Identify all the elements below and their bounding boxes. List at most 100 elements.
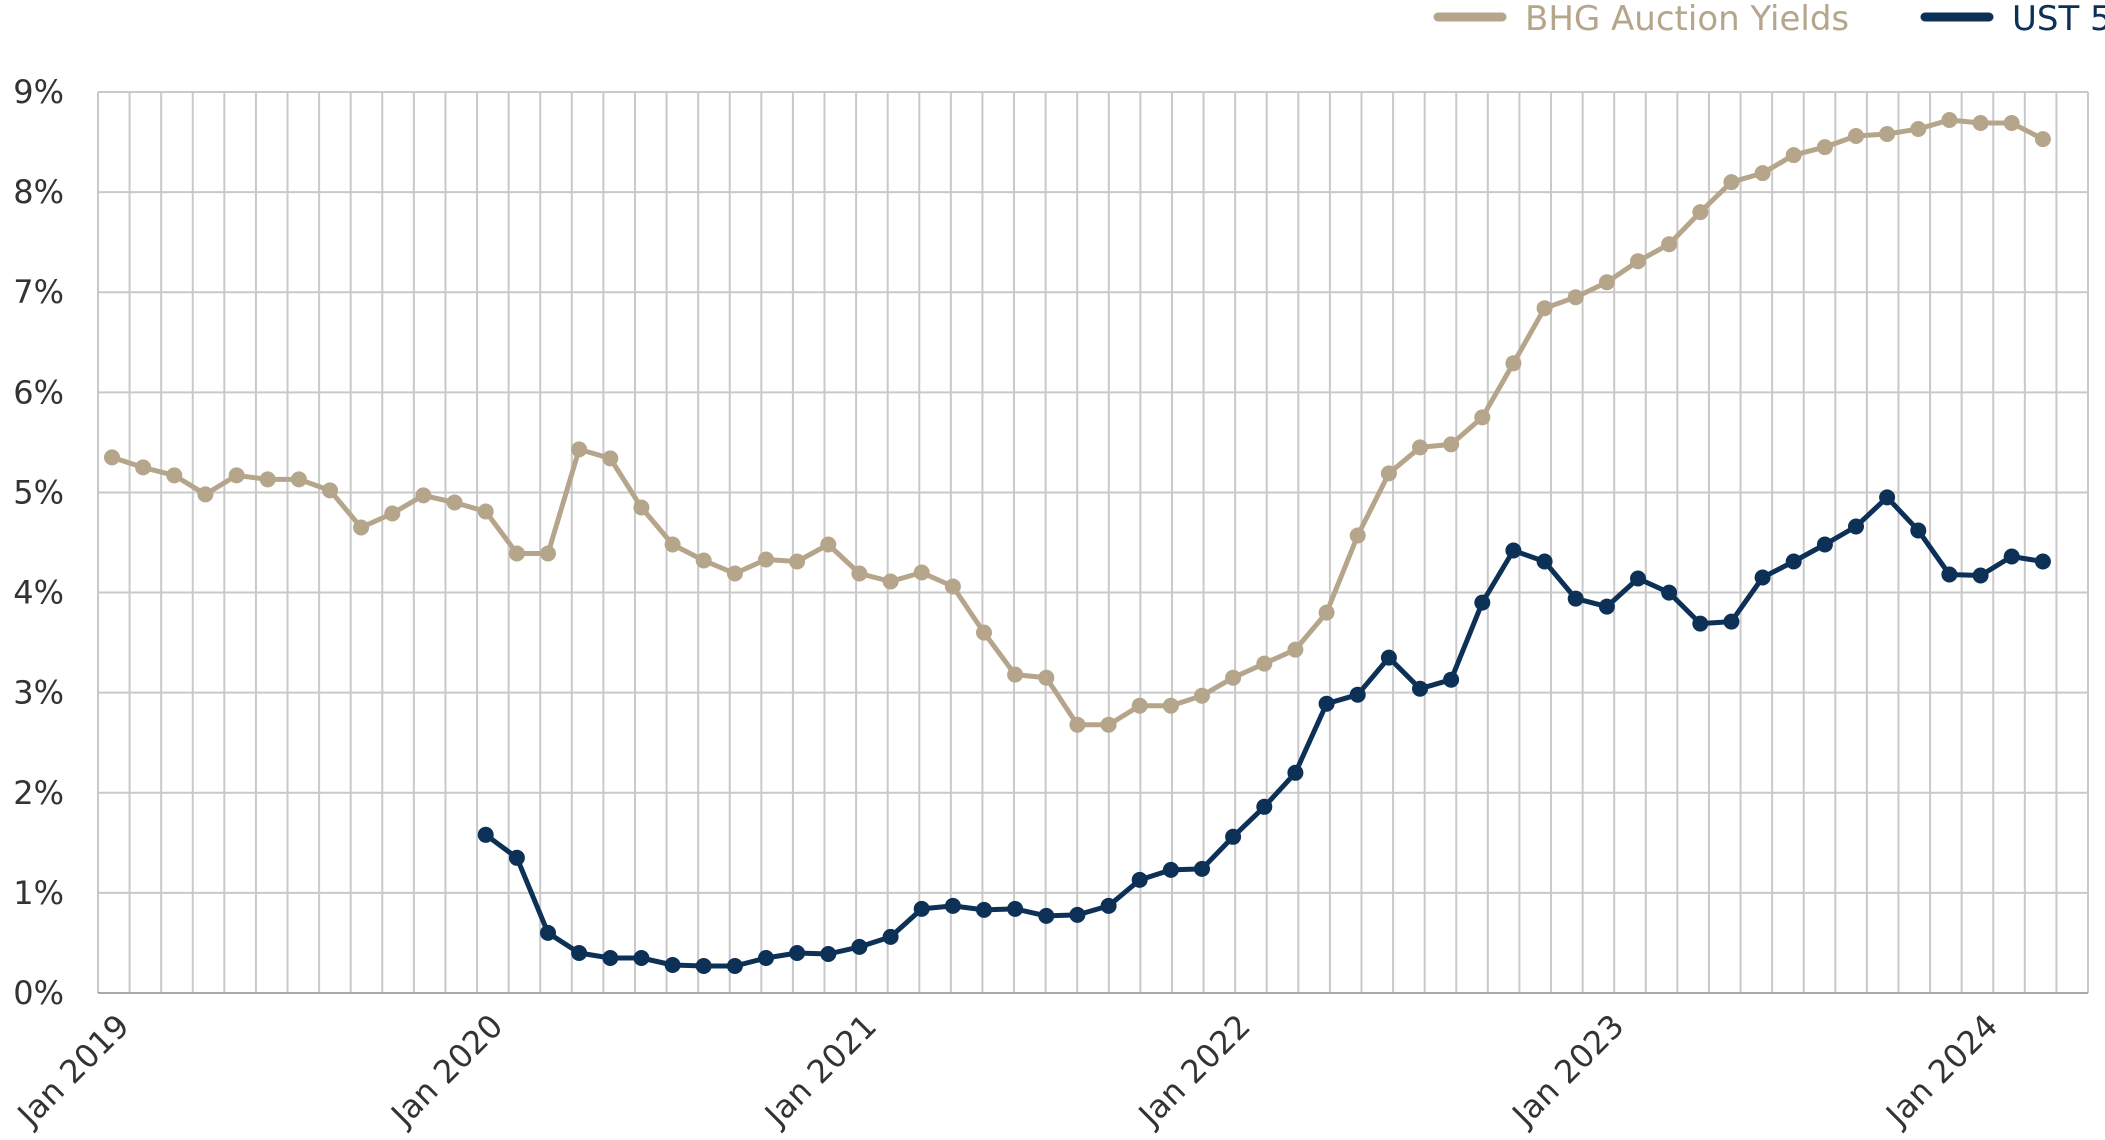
data-point [477,826,494,843]
data-point [820,946,837,962]
data-point [353,519,370,536]
data-point [1816,139,1833,156]
y-tick-label: 5% [13,473,64,511]
data-point [1225,828,1242,845]
data-point [1474,594,1491,611]
data-point [1505,542,1522,559]
y-tick-label: 8% [13,173,64,211]
data-point [789,945,806,961]
data-point [1412,680,1428,697]
data-point [1007,900,1024,917]
data-point [820,536,837,553]
data-point [1723,174,1740,191]
data-point [2003,548,2020,565]
data-point [851,565,868,582]
x-tick-label: Jan 2024 [1877,1007,2005,1135]
data-point [1630,570,1646,587]
data-point [1910,522,1927,539]
data-point [944,897,961,914]
data-point [1754,569,1771,586]
data-point [1100,897,1117,914]
data-point [1972,567,1989,584]
data-point [2034,553,2051,570]
data-point [1754,165,1771,182]
y-tick-label: 2% [13,774,64,812]
data-point [789,553,806,570]
y-tick-label: 1% [13,874,64,912]
data-point [135,459,152,476]
legend: BHG Auction Yields UST 5 [1433,0,2105,39]
data-point [1256,798,1273,815]
data-point [602,450,619,467]
series-layer [104,112,2051,974]
data-point [1038,669,1055,686]
data-point [508,545,525,562]
data-point [1131,697,1148,714]
data-point [1661,236,1678,253]
data-point [1131,871,1148,888]
data-point [851,938,868,955]
data-point [1536,553,1553,570]
data-point [1692,615,1709,632]
data-point [1785,147,1802,164]
data-point [726,565,743,582]
data-point [571,945,588,961]
data-point [882,928,899,945]
data-point [1723,613,1740,630]
data-point [1598,598,1615,615]
data-point [290,471,307,488]
data-point [1287,641,1304,658]
data-point [1567,590,1584,607]
grid-lines [97,91,2089,994]
data-point [1380,465,1397,482]
y-tick-label: 3% [13,674,64,712]
data-point [322,482,338,499]
x-axis: Jan 2019 Jan 2020 Jan 2021 Jan 2022 Jan 2023… [9,1007,2006,1135]
data-point [695,552,712,569]
x-tick-label: Jan 2020 [382,1007,510,1135]
y-tick-label: 0% [13,974,64,1012]
legend-item: UST 5 [1920,0,2105,39]
data-point [446,494,463,511]
data-point [508,849,525,866]
x-tick-label: Jan 2022 [1130,1007,1258,1135]
y-tick-label: 6% [13,373,64,411]
y-axis: 0% 1% 2% 3% 4% 5% 6% 7% 8% 9% [13,73,64,1012]
x-tick-label: Jan 2019 [9,1007,137,1135]
data-point [1879,126,1896,142]
y-tick-label: 4% [13,574,64,612]
legend-item: BHG Auction Yields [1433,0,1849,39]
series-1 [104,112,2051,733]
data-point [602,950,619,966]
data-point [1443,671,1460,688]
data-point [726,958,743,974]
data-point [1162,697,1179,714]
data-point [197,486,214,503]
data-point [1100,716,1117,733]
data-point [1069,906,1086,923]
data-point [1318,695,1335,712]
data-point [1941,566,1958,583]
data-point [1661,584,1678,601]
data-point [259,471,276,488]
data-point [1816,536,1833,553]
data-point [104,449,120,466]
data-point [1318,604,1335,621]
data-point [477,503,494,520]
data-point [1256,655,1273,672]
data-point [1536,300,1553,317]
data-point [1349,527,1366,544]
data-point [384,505,401,522]
data-point [1349,686,1366,703]
legend-label: BHG Auction Yields [1525,0,1849,39]
data-point [913,900,930,917]
data-point [166,467,183,484]
data-point [913,564,930,581]
data-point [2003,115,2020,131]
legend-label: UST 5 [2012,0,2105,39]
data-point [1692,204,1709,221]
data-point [1194,860,1210,877]
data-point [664,536,681,553]
data-point [1007,666,1024,683]
data-point [1038,907,1055,924]
